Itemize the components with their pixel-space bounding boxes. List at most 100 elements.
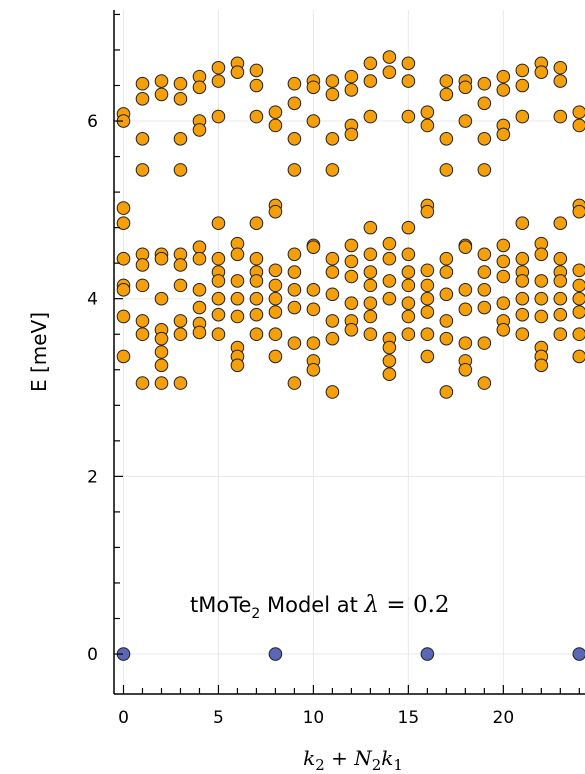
excited-state-point xyxy=(192,300,207,315)
x-label-k1: k xyxy=(381,746,393,770)
excited-state-point xyxy=(382,291,397,306)
excited-state-point xyxy=(439,314,454,328)
excited-state-point xyxy=(268,204,283,219)
excited-state-point xyxy=(135,163,150,177)
excited-state-point xyxy=(249,216,264,230)
excited-state-point xyxy=(477,300,492,315)
excited-state-point xyxy=(439,385,454,399)
excited-state-point xyxy=(363,327,378,342)
excited-state-point xyxy=(344,296,359,310)
excited-state-point xyxy=(325,132,340,146)
excited-state-point xyxy=(287,300,302,315)
excited-state-point xyxy=(325,385,340,399)
excited-state-point xyxy=(249,274,264,288)
excited-state-point xyxy=(382,274,397,288)
excited-state-point xyxy=(572,349,585,364)
excited-state-point xyxy=(287,247,302,262)
excited-state-point xyxy=(496,238,511,253)
excited-state-point xyxy=(344,127,359,142)
excited-state-point xyxy=(420,349,435,364)
x-label-N2-sub: 2 xyxy=(372,756,382,774)
plot-frame xyxy=(113,10,585,695)
excited-state-point xyxy=(192,325,207,340)
excited-state-point xyxy=(287,96,302,111)
x-tick-label: 0 xyxy=(118,708,129,728)
excited-state-point xyxy=(135,376,150,390)
excited-state-point xyxy=(401,220,416,235)
excited-state-point xyxy=(439,74,454,88)
excited-state-point xyxy=(420,105,435,119)
excited-state-point xyxy=(534,291,549,306)
excited-state-point xyxy=(515,216,530,230)
excited-state-point xyxy=(496,69,511,84)
excited-state-point xyxy=(439,163,454,177)
excited-state-point xyxy=(211,60,226,75)
excited-state-point xyxy=(420,278,435,293)
excited-state-point xyxy=(116,216,131,230)
excited-state-point xyxy=(401,265,416,279)
excited-state-point xyxy=(382,236,397,251)
excited-state-point xyxy=(572,305,585,319)
excited-state-point xyxy=(420,305,435,319)
excited-state-point xyxy=(325,87,340,102)
excited-state-point xyxy=(135,92,150,106)
excited-state-point xyxy=(306,336,321,350)
excited-state-point xyxy=(458,362,473,377)
y-tick-label: 4 xyxy=(87,290,98,310)
x-label-plus: + xyxy=(325,746,354,770)
excited-state-point xyxy=(287,376,302,390)
excited-state-point xyxy=(363,74,378,88)
excited-state-point xyxy=(477,265,492,279)
excited-state-point xyxy=(306,240,321,254)
excited-state-point xyxy=(553,74,568,88)
excited-state-point xyxy=(268,349,283,364)
excited-state-point xyxy=(249,251,264,266)
excited-state-point xyxy=(135,327,150,342)
y-axis-ticks: 0 2 4 6 xyxy=(87,13,123,665)
annotation-value: 0.2 xyxy=(413,592,450,618)
y-axis-label: E [meV] xyxy=(27,312,51,392)
excited-state-point xyxy=(382,340,397,355)
excited-state-point xyxy=(553,274,568,288)
excited-state-point xyxy=(572,291,585,306)
annotation-prefix: tMoTe xyxy=(190,593,251,617)
excited-state-point xyxy=(230,274,245,288)
excited-state-point xyxy=(363,278,378,293)
excited-state-point xyxy=(439,132,454,146)
excited-state-point xyxy=(401,327,416,342)
excited-state-point xyxy=(325,251,340,266)
excited-state-point xyxy=(325,265,340,279)
excited-state-point xyxy=(211,109,226,124)
y-tick-label: 6 xyxy=(87,112,98,132)
excited-state-point xyxy=(173,76,188,91)
y-tick-label: 0 xyxy=(87,645,98,665)
excited-state-point xyxy=(553,109,568,124)
excited-state-point xyxy=(268,305,283,319)
x-tick-label: 15 xyxy=(398,708,420,728)
excited-state-point xyxy=(401,247,416,262)
excited-state-point xyxy=(230,309,245,324)
excited-state-point xyxy=(458,114,473,128)
excited-state-point xyxy=(173,314,188,328)
excited-state-point xyxy=(116,201,131,215)
excited-state-point xyxy=(420,291,435,306)
excited-state-point xyxy=(572,278,585,293)
excited-state-point xyxy=(363,220,378,235)
excited-state-point xyxy=(344,254,359,269)
excited-state-point xyxy=(382,251,397,266)
excited-state-point xyxy=(211,274,226,288)
excited-state-point xyxy=(363,109,378,124)
excited-state-point xyxy=(154,291,169,306)
excited-state-point xyxy=(477,247,492,262)
excited-state-point xyxy=(192,240,207,254)
excited-state-point xyxy=(477,132,492,146)
excited-state-point xyxy=(287,336,302,350)
excited-state-point xyxy=(382,367,397,382)
excited-state-point xyxy=(192,283,207,297)
excited-state-point xyxy=(306,114,321,128)
x-label-k1-sub: 1 xyxy=(393,756,403,774)
annotation-middle: Model at xyxy=(260,593,364,617)
excited-state-point xyxy=(477,336,492,350)
annotation-subscript: 2 xyxy=(251,606,260,622)
excited-state-point xyxy=(515,251,530,266)
